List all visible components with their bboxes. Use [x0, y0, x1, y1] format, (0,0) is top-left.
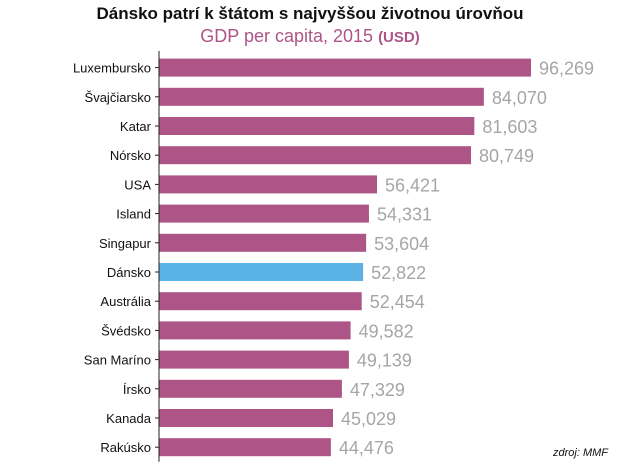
category-label: Rakúsko — [100, 440, 151, 455]
category-label: Kanada — [106, 411, 152, 426]
value-label: 81,603 — [482, 117, 537, 137]
value-label: 52,454 — [370, 292, 425, 312]
category-label: Írsko — [123, 382, 151, 397]
source-note: zdroj: MMF — [553, 447, 608, 459]
bar — [159, 87, 484, 106]
category-label: USA — [124, 177, 151, 192]
bar — [159, 379, 342, 398]
value-label: 52,822 — [371, 263, 426, 283]
category-label: San Maríno — [84, 353, 151, 368]
bar — [159, 233, 367, 252]
value-label: 53,604 — [374, 234, 429, 254]
category-label: Švajčiarsko — [85, 90, 151, 105]
bar — [159, 204, 369, 223]
subtitle-unit: (USD) — [378, 29, 420, 46]
value-label: 47,329 — [350, 380, 405, 400]
bar-highlight — [159, 263, 364, 281]
value-label: 49,582 — [359, 321, 414, 341]
bar — [159, 321, 351, 340]
bar — [159, 438, 331, 457]
value-label: 49,139 — [357, 351, 412, 371]
chart-title: Dánsko patrí k štátom s najvyššou životn… — [96, 4, 524, 23]
bar — [159, 409, 333, 427]
category-label: Nórsko — [110, 148, 151, 163]
value-label: 44,476 — [339, 438, 394, 458]
value-label: 56,421 — [385, 175, 440, 195]
value-label: 84,070 — [492, 88, 547, 108]
category-label: Luxembursko — [73, 61, 151, 76]
bar — [159, 175, 378, 194]
category-label: Island — [116, 207, 151, 222]
bar — [159, 292, 362, 311]
value-label: 96,269 — [539, 59, 594, 79]
value-label: 45,029 — [341, 409, 396, 429]
chart-subtitle: GDP per capita, 2015 (USD) — [0, 26, 620, 47]
category-label: Katar — [120, 119, 152, 134]
subtitle-text: GDP per capita, 2015 — [200, 26, 374, 46]
value-label: 80,749 — [479, 146, 534, 166]
category-label: Singapur — [99, 236, 152, 251]
bar — [159, 350, 349, 369]
category-label: Austrália — [100, 294, 151, 309]
category-label: Dánsko — [107, 265, 151, 280]
value-label: 54,331 — [377, 205, 432, 225]
category-label: Švédsko — [101, 323, 151, 338]
bar — [159, 146, 472, 165]
bar — [159, 117, 475, 135]
bar — [159, 58, 531, 77]
